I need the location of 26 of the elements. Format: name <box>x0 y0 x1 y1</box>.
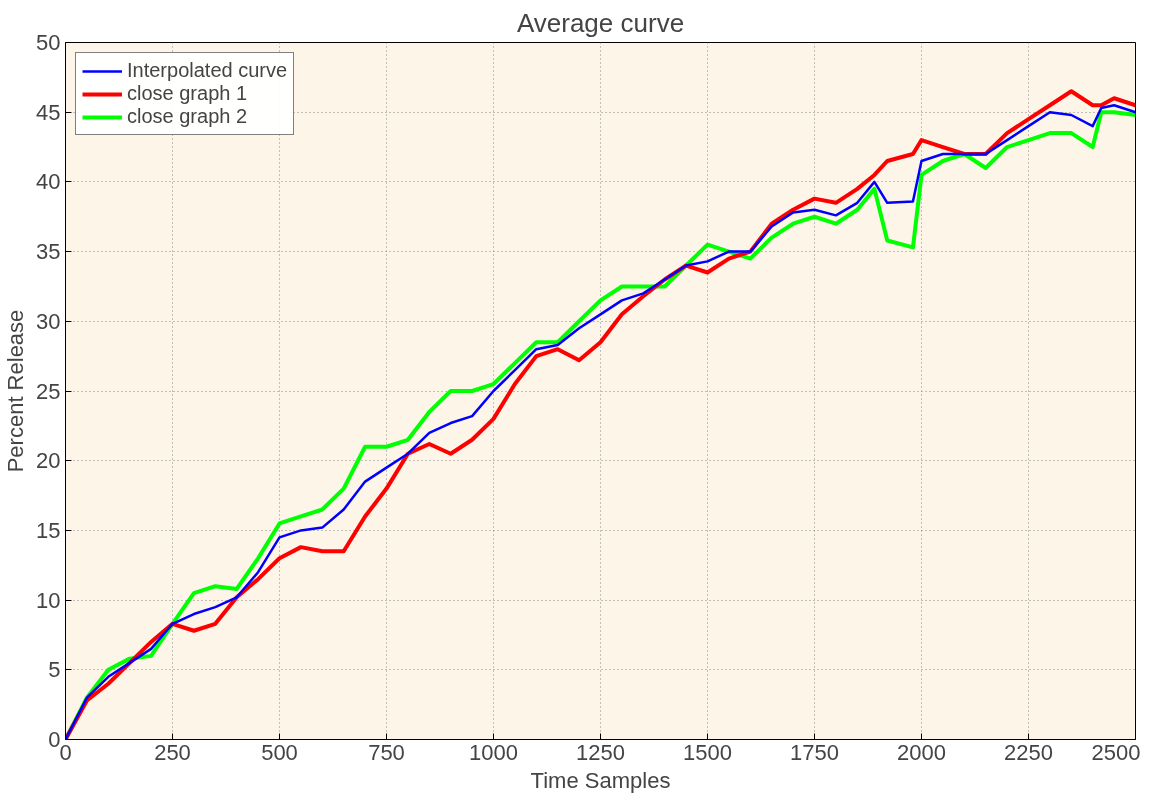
legend-label: close graph 1 <box>127 82 248 105</box>
x-tick-label: 2000 <box>897 739 946 765</box>
y-tick-label: 20 <box>36 448 61 474</box>
x-tick-label: 250 <box>154 739 191 765</box>
y-tick-label: 25 <box>36 378 61 404</box>
legend-label: close graph 2 <box>127 105 248 128</box>
y-tick-label: 50 <box>36 30 61 55</box>
x-tick-label: 2250 <box>1004 739 1053 765</box>
y-tick-label: 5 <box>48 657 61 683</box>
x-tick-label: 1000 <box>469 739 518 765</box>
x-tick-label: 1500 <box>683 739 732 765</box>
chart-title: Average curve <box>516 7 685 38</box>
y-tick-label: 45 <box>36 99 61 125</box>
x-tick-label: 750 <box>368 739 405 765</box>
y-tick-label: 15 <box>36 517 61 543</box>
x-axis-title: Time Samples <box>530 767 671 793</box>
x-tick-label: 1250 <box>576 739 625 765</box>
y-tick-label: 10 <box>36 587 61 613</box>
y-tick-label: 40 <box>36 169 61 195</box>
legend-label: Interpolated curve <box>127 59 288 82</box>
x-tick-label: 500 <box>261 739 298 765</box>
y-axis-title: Percent Release <box>3 309 29 473</box>
x-tick-label: 2500 <box>1091 739 1141 765</box>
y-tick-label: 35 <box>36 239 61 265</box>
y-tick-label: 30 <box>36 308 61 334</box>
x-tick-label: 1750 <box>790 739 839 765</box>
